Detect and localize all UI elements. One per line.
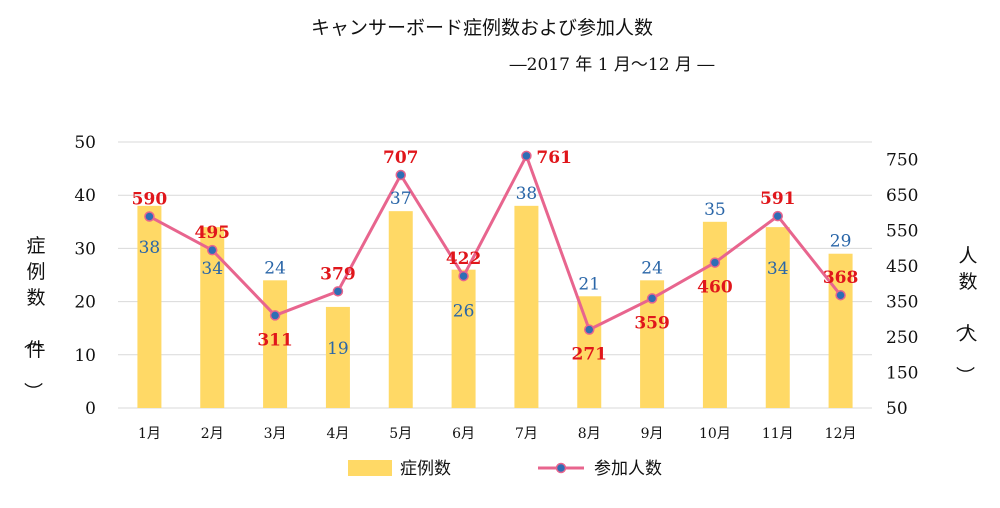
- bar: [514, 205, 539, 408]
- y-tick-right: 650: [886, 186, 918, 206]
- y-axis-title-right: 人数（人）: [953, 245, 977, 385]
- x-tick-label: 4月: [326, 426, 349, 442]
- chart-title: キャンサーボード症例数および参加人数: [311, 17, 653, 39]
- bar: [325, 306, 350, 408]
- line-data-label: 422: [446, 249, 482, 269]
- bar-data-label: 35: [704, 200, 726, 220]
- y-tick-left: 50: [74, 133, 96, 153]
- x-tick-label: 2月: [201, 426, 224, 442]
- legend: 症例数 参加人数: [348, 459, 662, 479]
- line-data-label: 590: [132, 189, 168, 209]
- line-data-label: 368: [823, 268, 859, 288]
- bar: [828, 253, 853, 408]
- line-data-label: 379: [320, 264, 356, 284]
- line-data-label: 591: [760, 189, 796, 209]
- x-tick-label: 12月: [825, 426, 857, 442]
- line-data-label: 761: [536, 148, 572, 168]
- bar: [577, 296, 602, 408]
- line-data-label: 359: [634, 313, 670, 333]
- line-point: [144, 211, 155, 222]
- y-tick-right: 250: [886, 328, 918, 348]
- bar-data-label: 21: [578, 274, 600, 294]
- line-series: [144, 150, 846, 335]
- y-tick-right: 450: [886, 257, 918, 277]
- line-point: [646, 293, 658, 304]
- y-tick-right: 750: [886, 151, 918, 171]
- series-line: [148, 152, 842, 332]
- bar: [137, 205, 162, 408]
- line-data-label: 707: [383, 148, 419, 168]
- line-point: [332, 286, 344, 297]
- line-data-label: 460: [697, 278, 733, 298]
- bar-data-label: 24: [264, 258, 286, 278]
- line-point: [458, 270, 469, 282]
- x-tick-label: 11月: [762, 426, 794, 442]
- y-tick-right: 350: [886, 293, 918, 313]
- x-tick-label: 7月: [515, 426, 538, 442]
- bar-data-label: 29: [830, 232, 852, 252]
- legend-label: 参加人数: [594, 459, 662, 479]
- bar-data-label: 26: [453, 302, 475, 322]
- line-point: [521, 150, 532, 162]
- bar-data-label: 38: [139, 238, 161, 258]
- bar-data-label: 37: [390, 189, 412, 209]
- y-tick-left: 30: [74, 239, 96, 259]
- y-tick-right: 550: [886, 222, 918, 242]
- bar: [451, 269, 476, 408]
- bar: [765, 227, 790, 408]
- bar: [263, 280, 288, 408]
- y-axis-title-left: 症例数（件）: [21, 235, 45, 401]
- line-data-label: 495: [195, 223, 231, 243]
- x-tick-label: 3月: [264, 426, 287, 442]
- chart-subtitle: ―2017 年 1 月～12 月 ―: [510, 55, 715, 75]
- axes: 0 10 20 30 40 50 50 150 250 350 450 550 650 750 1月 2月 3月…: [74, 133, 918, 442]
- line-point: [835, 289, 846, 301]
- data-labels: 38 34 24 19 37 26 38 21 24 35 34 29 590 495 311 379 707 4…: [132, 148, 859, 365]
- line-point: [709, 257, 721, 268]
- line-point: [207, 244, 218, 256]
- bar: [702, 221, 727, 408]
- bar-data-label: 34: [767, 259, 789, 279]
- line-data-label: 311: [257, 330, 293, 350]
- y-tick-left: 40: [74, 186, 96, 206]
- line-point: [584, 324, 595, 335]
- legend-label: 症例数: [400, 459, 451, 479]
- line-point: [772, 210, 783, 222]
- bar-data-label: 34: [201, 259, 223, 279]
- x-tick-label: 6月: [452, 426, 475, 442]
- bar-data-label: 24: [641, 258, 663, 278]
- x-tick-label: 5月: [389, 426, 412, 442]
- x-tick-label: 10月: [699, 426, 731, 442]
- y-tick-left: 10: [74, 346, 96, 366]
- y-tick-left: 20: [74, 293, 96, 313]
- bar-data-label: 38: [516, 184, 538, 204]
- y-tick-left: 0: [85, 399, 96, 419]
- line-data-label: 271: [572, 345, 608, 365]
- bar-data-label: 19: [327, 339, 349, 359]
- line-point: [395, 169, 406, 181]
- x-tick-label: 8月: [578, 426, 601, 442]
- bar-series: [137, 205, 853, 408]
- bar: [388, 211, 413, 408]
- y-tick-right: 150: [886, 364, 918, 384]
- y-tick-right: 50: [886, 399, 908, 419]
- gridlines: [118, 141, 872, 409]
- legend-swatch-bar: [348, 460, 392, 476]
- x-tick-label: 1月: [138, 426, 161, 442]
- x-tick-label: 9月: [641, 426, 664, 442]
- legend-marker: [555, 462, 567, 474]
- line-point: [269, 310, 281, 321]
